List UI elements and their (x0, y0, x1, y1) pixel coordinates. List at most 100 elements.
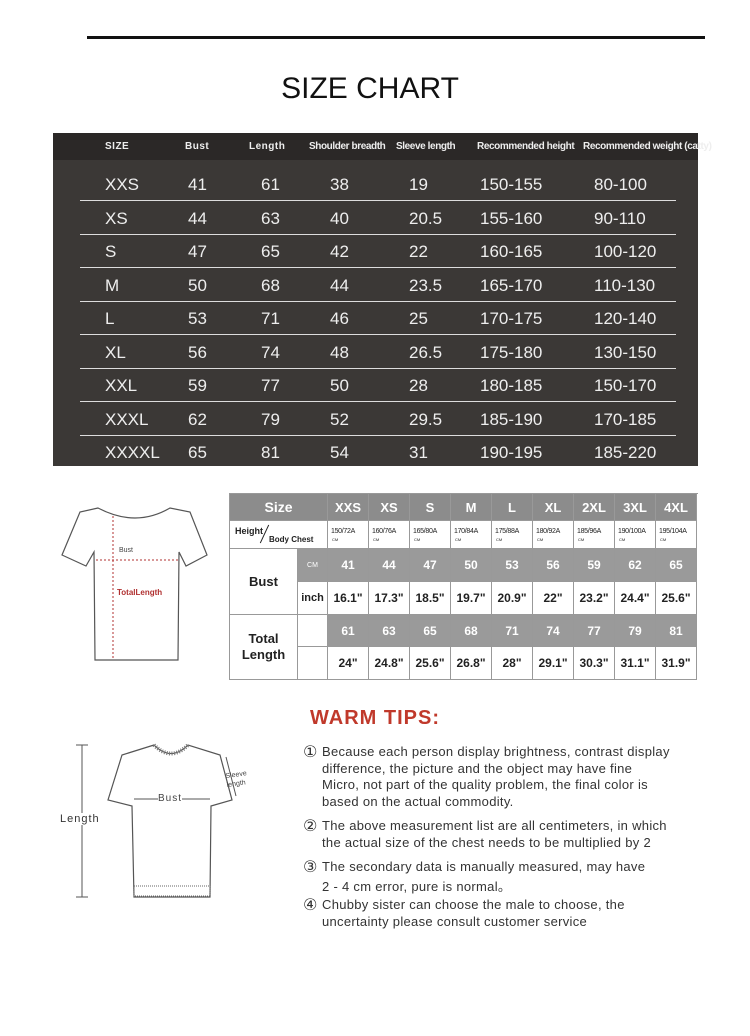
bust-inch: 23.2" (574, 582, 615, 615)
tip-line: difference, the picture and the object m… (322, 760, 633, 776)
cell: 47 (188, 242, 207, 261)
length-inch: 28" (492, 647, 533, 680)
cell: XS (105, 208, 128, 228)
cell: 150-155 (480, 175, 543, 194)
size-head: M (451, 494, 492, 521)
cell: XXS (105, 175, 140, 194)
height-value: 195/104A (659, 528, 687, 535)
cell: 28 (409, 376, 428, 395)
cell: 110-130 (594, 275, 656, 295)
bust-cm: 47 (410, 549, 451, 582)
bust-inch: 20.9" (492, 582, 533, 615)
cell: 71 (261, 309, 280, 328)
cell: 65 (188, 443, 207, 462)
header-cell: Sleeve length (396, 141, 456, 152)
row-line (80, 233, 676, 235)
size-head: 2XL (574, 494, 615, 521)
header-cell: Shoulder breadth (309, 141, 386, 152)
height-value: 165/80A (413, 528, 437, 535)
cell: 170-185 (594, 409, 657, 429)
row-line (80, 200, 676, 201)
unit-empty (298, 615, 328, 647)
tips: ① Because each person display brightness,… (303, 744, 723, 944)
cell: 160-165 (480, 242, 543, 261)
height-value: 170/84A (454, 528, 478, 535)
tip-number: ④ (303, 897, 318, 914)
size-label: Size (230, 494, 328, 521)
height-unit: CM (414, 537, 421, 542)
row-line (80, 334, 676, 335)
sleeve-line (225, 756, 237, 797)
bust-inch: 16.1" (328, 582, 369, 615)
cell: M (105, 275, 120, 295)
length-inch: 24" (328, 647, 369, 680)
table-header-bg (53, 133, 698, 160)
cell: 81 (261, 443, 280, 462)
fig2-bust: Bust (158, 793, 183, 804)
height-cell: 175/88A CM (492, 521, 533, 549)
bust-label: Bust (230, 549, 298, 615)
length-cm: 74 (533, 615, 574, 647)
height-value: 160/76A (372, 528, 396, 535)
height-unit: CM (455, 537, 462, 542)
tips-title: WARM TIPS: (310, 707, 440, 729)
fig1-bust: Bust (119, 547, 134, 554)
bust-inch: 17.3" (369, 582, 410, 615)
fig1-length: TotalLength (117, 588, 163, 597)
tip-line: The above measurement list are all centi… (322, 818, 667, 833)
tip-line: the actual size of the chest needs to be… (322, 834, 651, 850)
size-head: L (492, 494, 533, 521)
height-unit: CM (660, 537, 667, 542)
bust-cm: 59 (574, 549, 615, 582)
cell: 150-170 (594, 376, 657, 395)
unit-empty (298, 647, 328, 680)
height-unit: CM (537, 537, 544, 542)
cell: XL (105, 342, 126, 362)
cell: 68 (261, 275, 280, 295)
bust-cm: 56 (533, 549, 574, 582)
length-inch: 25.6" (410, 647, 451, 680)
cell: 165-170 (480, 275, 543, 295)
height-cell: 180/92A CM (533, 521, 574, 549)
length-cm: 63 (369, 615, 410, 647)
bust-cm: 53 (492, 549, 533, 582)
cell: S (105, 242, 117, 261)
cell: XXL (105, 376, 138, 395)
tip-line: The secondary data is manually measured,… (322, 859, 646, 874)
measure-table: Size XXS XS S M L XL 2XL 3XL 4XL Height Body Chest 1… (229, 493, 698, 680)
height-cell: 165/80A CM (410, 521, 451, 549)
height-unit: CM (578, 537, 585, 542)
bust-inch: 25.6" (656, 582, 697, 615)
height-cell: 150/72A CM (328, 521, 369, 549)
tip-line: Because each person display brightness, … (322, 744, 670, 759)
cell: 52 (330, 409, 349, 429)
height-value: 185/96A (577, 528, 601, 535)
bust-cm: 65 (656, 549, 697, 582)
length-inch: 31.9" (656, 647, 697, 680)
tshirt2-outline (107, 744, 233, 898)
bust-inch: 22" (533, 582, 574, 615)
header-cell: SIZE (105, 141, 130, 152)
cell: 41 (188, 175, 207, 194)
bust-cm: 62 (615, 549, 656, 582)
height-unit: CM (373, 537, 380, 542)
cell: 31 (409, 443, 428, 462)
cell: 90-110 (594, 208, 646, 228)
height-unit: CM (332, 537, 339, 542)
cell: 44 (330, 275, 349, 295)
height-value: 175/88A (495, 528, 519, 535)
inch-label: inch (298, 582, 328, 615)
cell: 80-100 (594, 175, 647, 194)
cell: 175-180 (480, 342, 543, 362)
cell: 23.5 (409, 275, 443, 295)
bust-cm: 50 (451, 549, 492, 582)
header-cell: Bust (185, 141, 210, 152)
chest-label: Body Chest (269, 535, 314, 544)
cell: 185-220 (594, 443, 657, 462)
height-cell: 195/104A CM (656, 521, 697, 549)
height-label: Height (235, 526, 263, 536)
header-cell: Recommended weight (catty) (583, 141, 712, 152)
cell: 77 (261, 376, 280, 395)
cell: 79 (261, 409, 280, 429)
